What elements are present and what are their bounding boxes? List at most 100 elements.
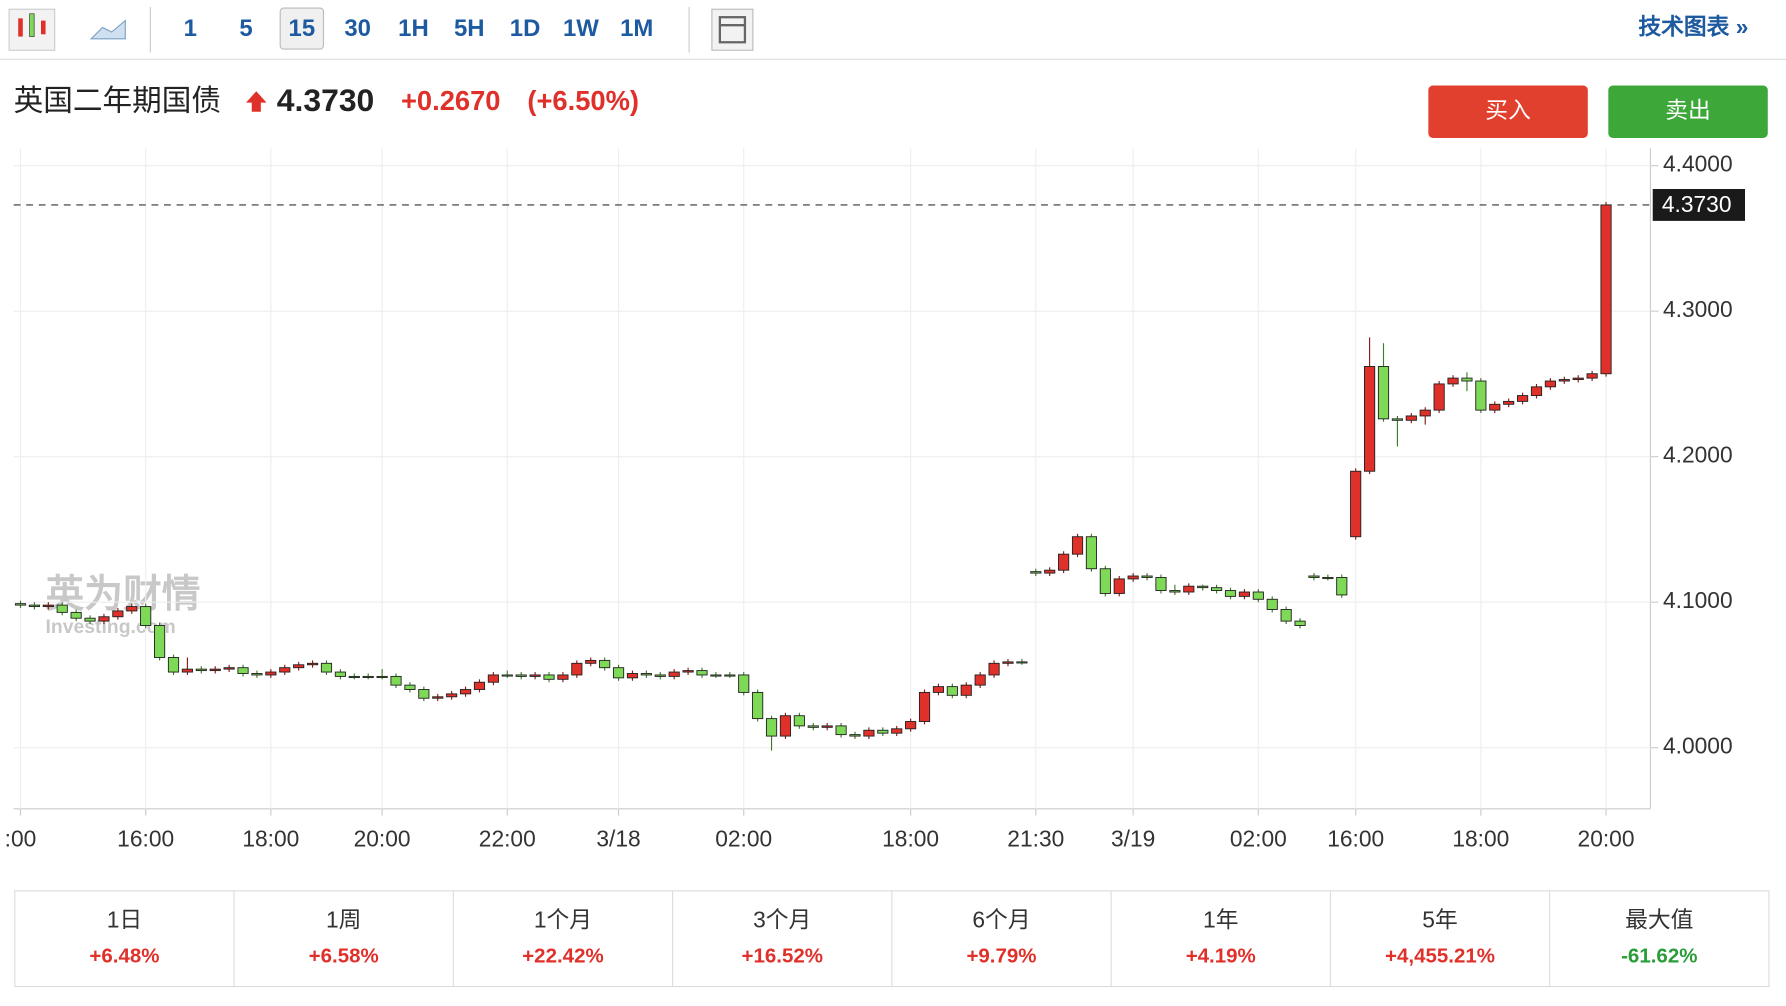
candle-body — [585, 659, 597, 664]
candle-body — [1099, 568, 1111, 594]
x-tick-label: 3/19 — [1111, 826, 1155, 852]
candle-body — [140, 606, 152, 626]
sell-button[interactable] — [1608, 85, 1768, 138]
candle-body — [279, 667, 291, 673]
interval-button[interactable]: 5H — [454, 15, 485, 42]
candle-body — [473, 681, 486, 690]
selected-interval — [279, 7, 325, 50]
candle-body — [459, 689, 472, 695]
candle-body — [988, 662, 1000, 676]
candle-body — [1266, 598, 1278, 610]
interval-button[interactable]: 1 — [184, 15, 197, 42]
candle-body — [1391, 418, 1403, 421]
period-change: +6.58% — [309, 944, 379, 967]
candle-body — [14, 603, 27, 606]
buy-label[interactable]: 买入 — [1485, 97, 1531, 123]
candle-body — [696, 670, 708, 676]
x-tick-label: 02:00 — [1230, 826, 1287, 852]
x-tick-label: :00 — [5, 826, 37, 852]
candle-body — [1127, 575, 1139, 580]
buy-button[interactable] — [1428, 85, 1588, 138]
candle-body — [223, 667, 235, 670]
candle-body — [112, 610, 124, 618]
candle-body — [70, 611, 82, 619]
interval-button[interactable]: 1W — [563, 15, 599, 42]
candle-body — [960, 684, 972, 696]
icon-frame — [711, 8, 754, 51]
candle-body — [195, 668, 207, 672]
candle-body — [946, 686, 958, 696]
candle-body — [863, 729, 875, 737]
candle-body — [167, 657, 180, 673]
y-tick-label: 4.0000 — [1663, 733, 1733, 759]
x-tick-label: 02:00 — [715, 826, 772, 852]
period-change: +4.19% — [1186, 944, 1256, 967]
layout-icon[interactable] — [711, 8, 754, 51]
x-tick-label: 18:00 — [242, 826, 299, 852]
icon-bar — [29, 13, 35, 37]
candle-body — [1058, 553, 1070, 571]
candle-body — [515, 674, 527, 677]
candle-body — [348, 675, 360, 679]
x-tick-label: 20:00 — [1578, 826, 1635, 852]
candle-body — [779, 715, 792, 737]
candle-body — [390, 675, 402, 686]
x-tick-label: 18:00 — [882, 826, 939, 852]
candle-body — [376, 675, 388, 679]
candle-body — [1364, 366, 1376, 472]
candle-body — [1336, 577, 1348, 596]
candle-body — [877, 729, 889, 734]
period-label: 1个月 — [534, 907, 592, 933]
candle-body — [599, 659, 611, 669]
candle-body — [626, 673, 639, 679]
candle-body — [1113, 578, 1125, 594]
period-label: 3个月 — [753, 907, 811, 933]
candle-body — [98, 616, 110, 622]
candle-body — [918, 691, 931, 722]
icon-bar — [18, 18, 23, 37]
candle-body — [905, 721, 917, 730]
candle-body — [849, 734, 861, 737]
candle-body — [418, 689, 430, 699]
up-arrow — [246, 91, 267, 112]
candle-body — [557, 674, 569, 680]
candle-body — [1447, 377, 1459, 385]
interval-button[interactable]: 15 — [289, 15, 316, 42]
period-change: +9.79% — [966, 944, 1036, 967]
tech-chart-link[interactable]: 技术图表 » — [1638, 14, 1748, 40]
candle-body — [1016, 661, 1028, 664]
interval-button[interactable]: 1H — [398, 15, 429, 42]
candle-body — [1197, 585, 1209, 589]
interval-button[interactable]: 1D — [510, 15, 541, 42]
candle-body — [724, 674, 736, 677]
candle-body — [1294, 620, 1306, 626]
candle-body — [1141, 575, 1153, 578]
candle-icon[interactable] — [8, 8, 56, 51]
candle-body — [432, 696, 444, 699]
sell-label[interactable]: 卖出 — [1665, 97, 1711, 123]
candle-body — [529, 674, 541, 677]
interval-button[interactable]: 1M — [620, 15, 653, 42]
candle-body — [84, 617, 96, 622]
interval-button[interactable]: 30 — [344, 15, 371, 42]
candle-body — [1308, 575, 1320, 578]
candle-body — [446, 693, 458, 698]
candle-body — [752, 691, 764, 720]
last-price-tag — [1652, 188, 1745, 221]
candle-body — [654, 674, 666, 677]
area-icon[interactable] — [89, 19, 126, 40]
candle-body — [320, 662, 333, 673]
candle-body — [835, 725, 847, 736]
candle-body — [738, 674, 750, 693]
period-label: 6个月 — [972, 907, 1030, 933]
x-tick-label: 16:00 — [1327, 826, 1384, 852]
candle-body — [1085, 536, 1098, 570]
candle-body — [56, 604, 68, 613]
interval-button[interactable]: 5 — [239, 15, 252, 42]
candle-body — [1517, 395, 1529, 402]
x-tick-label: 21:30 — [1007, 826, 1064, 852]
candle-body — [1350, 470, 1362, 538]
icon-bar — [41, 20, 46, 35]
x-tick-label: 20:00 — [354, 826, 411, 852]
